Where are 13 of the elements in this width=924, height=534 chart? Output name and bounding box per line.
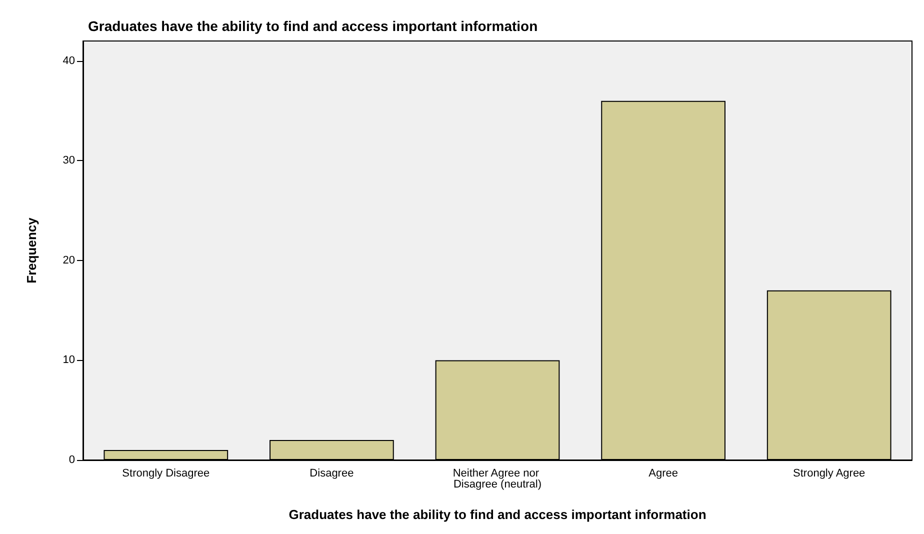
x-tick-label: Strongly Agree xyxy=(793,468,866,480)
x-tick-label: Strongly Disagree xyxy=(122,468,210,480)
y-tick-label: 30 xyxy=(62,154,75,167)
x-tick-label: Neither Agree nor Disagree (neutral) xyxy=(452,468,542,490)
y-axis-title: Frequency xyxy=(24,216,39,284)
y-tick-label: 20 xyxy=(62,254,75,266)
y-tick-label: 0 xyxy=(68,454,75,466)
x-tick-label: Agree xyxy=(648,468,678,480)
x-axis-title: Graduates have the ability to find and access important information xyxy=(288,507,706,522)
x-tick-label: Disagree xyxy=(310,468,354,480)
chart-title: Graduates have the ability to find and access important information xyxy=(88,18,538,34)
y-tick-label: 10 xyxy=(62,354,75,366)
y-tick-label: 40 xyxy=(62,54,75,67)
